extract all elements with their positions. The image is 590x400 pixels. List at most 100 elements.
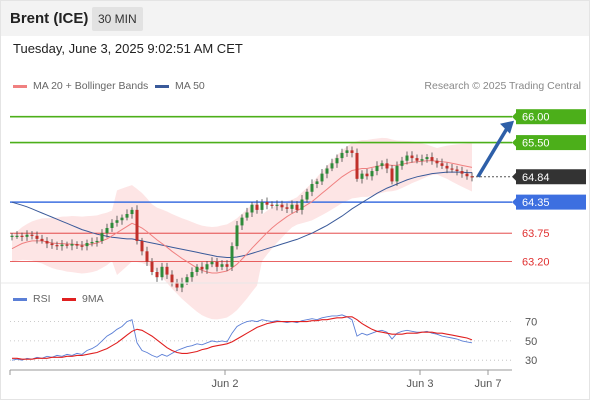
candle	[240, 214, 244, 231]
price-tag-pointer	[512, 138, 516, 147]
candle	[210, 257, 214, 268]
candle	[330, 158, 334, 172]
candle	[110, 219, 114, 232]
candle	[410, 151, 414, 163]
legend-9ma-label: 9MA	[82, 293, 104, 305]
candle	[230, 242, 234, 272]
price-tag-bg	[516, 194, 586, 210]
candle	[200, 262, 204, 274]
candle	[75, 241, 79, 249]
candle	[375, 161, 379, 176]
price-tag-pointer	[512, 112, 516, 121]
candle	[295, 201, 299, 214]
time-tick-label: Jun 7	[475, 378, 502, 390]
candle	[105, 223, 109, 238]
candle	[405, 151, 409, 165]
candle	[155, 267, 159, 282]
candle	[215, 257, 219, 272]
rsi-9ma-line	[12, 316, 473, 360]
price-tag-bg	[516, 135, 586, 151]
rsi-tick-label: 70	[525, 317, 537, 329]
candle	[65, 241, 69, 249]
9ma-swatch-icon	[62, 297, 76, 301]
price-tag-pointer	[512, 198, 516, 207]
candle	[430, 152, 434, 165]
candle	[270, 201, 274, 209]
legend-rsi-label: RSI	[33, 293, 51, 305]
candle	[310, 179, 314, 197]
candle	[45, 237, 49, 249]
candle	[305, 188, 309, 203]
candle	[395, 161, 399, 186]
candle	[450, 163, 454, 173]
candle	[160, 262, 164, 281]
candlesticks	[10, 146, 474, 293]
forecast-arrow-icon	[476, 120, 514, 178]
rsi-panel: 70 50 30	[10, 314, 537, 367]
legend-rsi: RSI	[13, 293, 51, 305]
arrow-head	[500, 120, 514, 134]
chart-datetime: Tuesday, June 3, 2025 9:02:51 AM CET	[13, 41, 243, 56]
candle	[170, 270, 174, 287]
candle	[175, 278, 179, 292]
ma50-line	[11, 171, 472, 258]
timeframe-button[interactable]: 30 MIN	[92, 7, 143, 31]
candle	[50, 239, 54, 249]
candle	[165, 262, 169, 279]
price-level-label: 63.20	[522, 257, 550, 269]
candle	[265, 197, 269, 210]
candle	[325, 165, 329, 179]
candle	[425, 153, 429, 163]
candle	[275, 200, 279, 211]
time-axis: Jun 2 Jun 3 Jun 7	[9, 369, 512, 390]
candle	[195, 264, 199, 276]
rsi-swatch-icon	[13, 297, 27, 301]
candle	[70, 239, 74, 251]
candle	[280, 200, 284, 211]
candle	[370, 168, 374, 181]
price-level-label: 64.35	[522, 197, 550, 209]
candle	[145, 246, 149, 267]
candle	[415, 154, 419, 164]
candle	[380, 160, 384, 170]
candle	[125, 209, 129, 221]
candle	[365, 169, 369, 180]
candle	[285, 203, 289, 213]
candle	[220, 260, 224, 271]
candle	[355, 148, 359, 182]
candle	[35, 231, 39, 244]
instrument-title: Brent (ICE)	[10, 10, 89, 27]
candle	[470, 172, 474, 182]
price-tag-bg	[516, 169, 586, 185]
candle	[25, 230, 29, 241]
candle	[255, 200, 259, 214]
candle	[315, 178, 319, 189]
candle	[350, 146, 354, 158]
price-tag-bg	[516, 109, 586, 125]
time-tick-label: Jun 2	[212, 378, 239, 390]
candle	[85, 239, 89, 251]
arrow-shaft	[476, 125, 510, 178]
price-level-label: 65.50	[522, 138, 550, 150]
candle	[135, 205, 139, 245]
time-tick-label: Jun 3	[407, 378, 434, 390]
candle	[120, 214, 124, 225]
moving-averages	[11, 160, 473, 274]
candle	[460, 166, 464, 178]
price-axis-labels: 66.00 65.50 64.84 64.35 63.75 63.20	[512, 109, 586, 269]
legend-9ma: 9MA	[62, 293, 104, 305]
candle	[300, 195, 304, 215]
candle	[455, 165, 459, 176]
candle	[190, 267, 194, 282]
price-level-label: 63.75	[522, 228, 550, 240]
candle	[130, 207, 134, 219]
legend-ma20-label: MA 20 + Bollinger Bands	[33, 80, 149, 92]
ma20-line	[11, 160, 473, 274]
candle	[420, 154, 424, 166]
candle	[445, 162, 449, 174]
price-level-label: 64.84	[522, 172, 550, 184]
candle	[245, 207, 249, 221]
candle	[435, 158, 439, 168]
candle	[90, 237, 94, 247]
